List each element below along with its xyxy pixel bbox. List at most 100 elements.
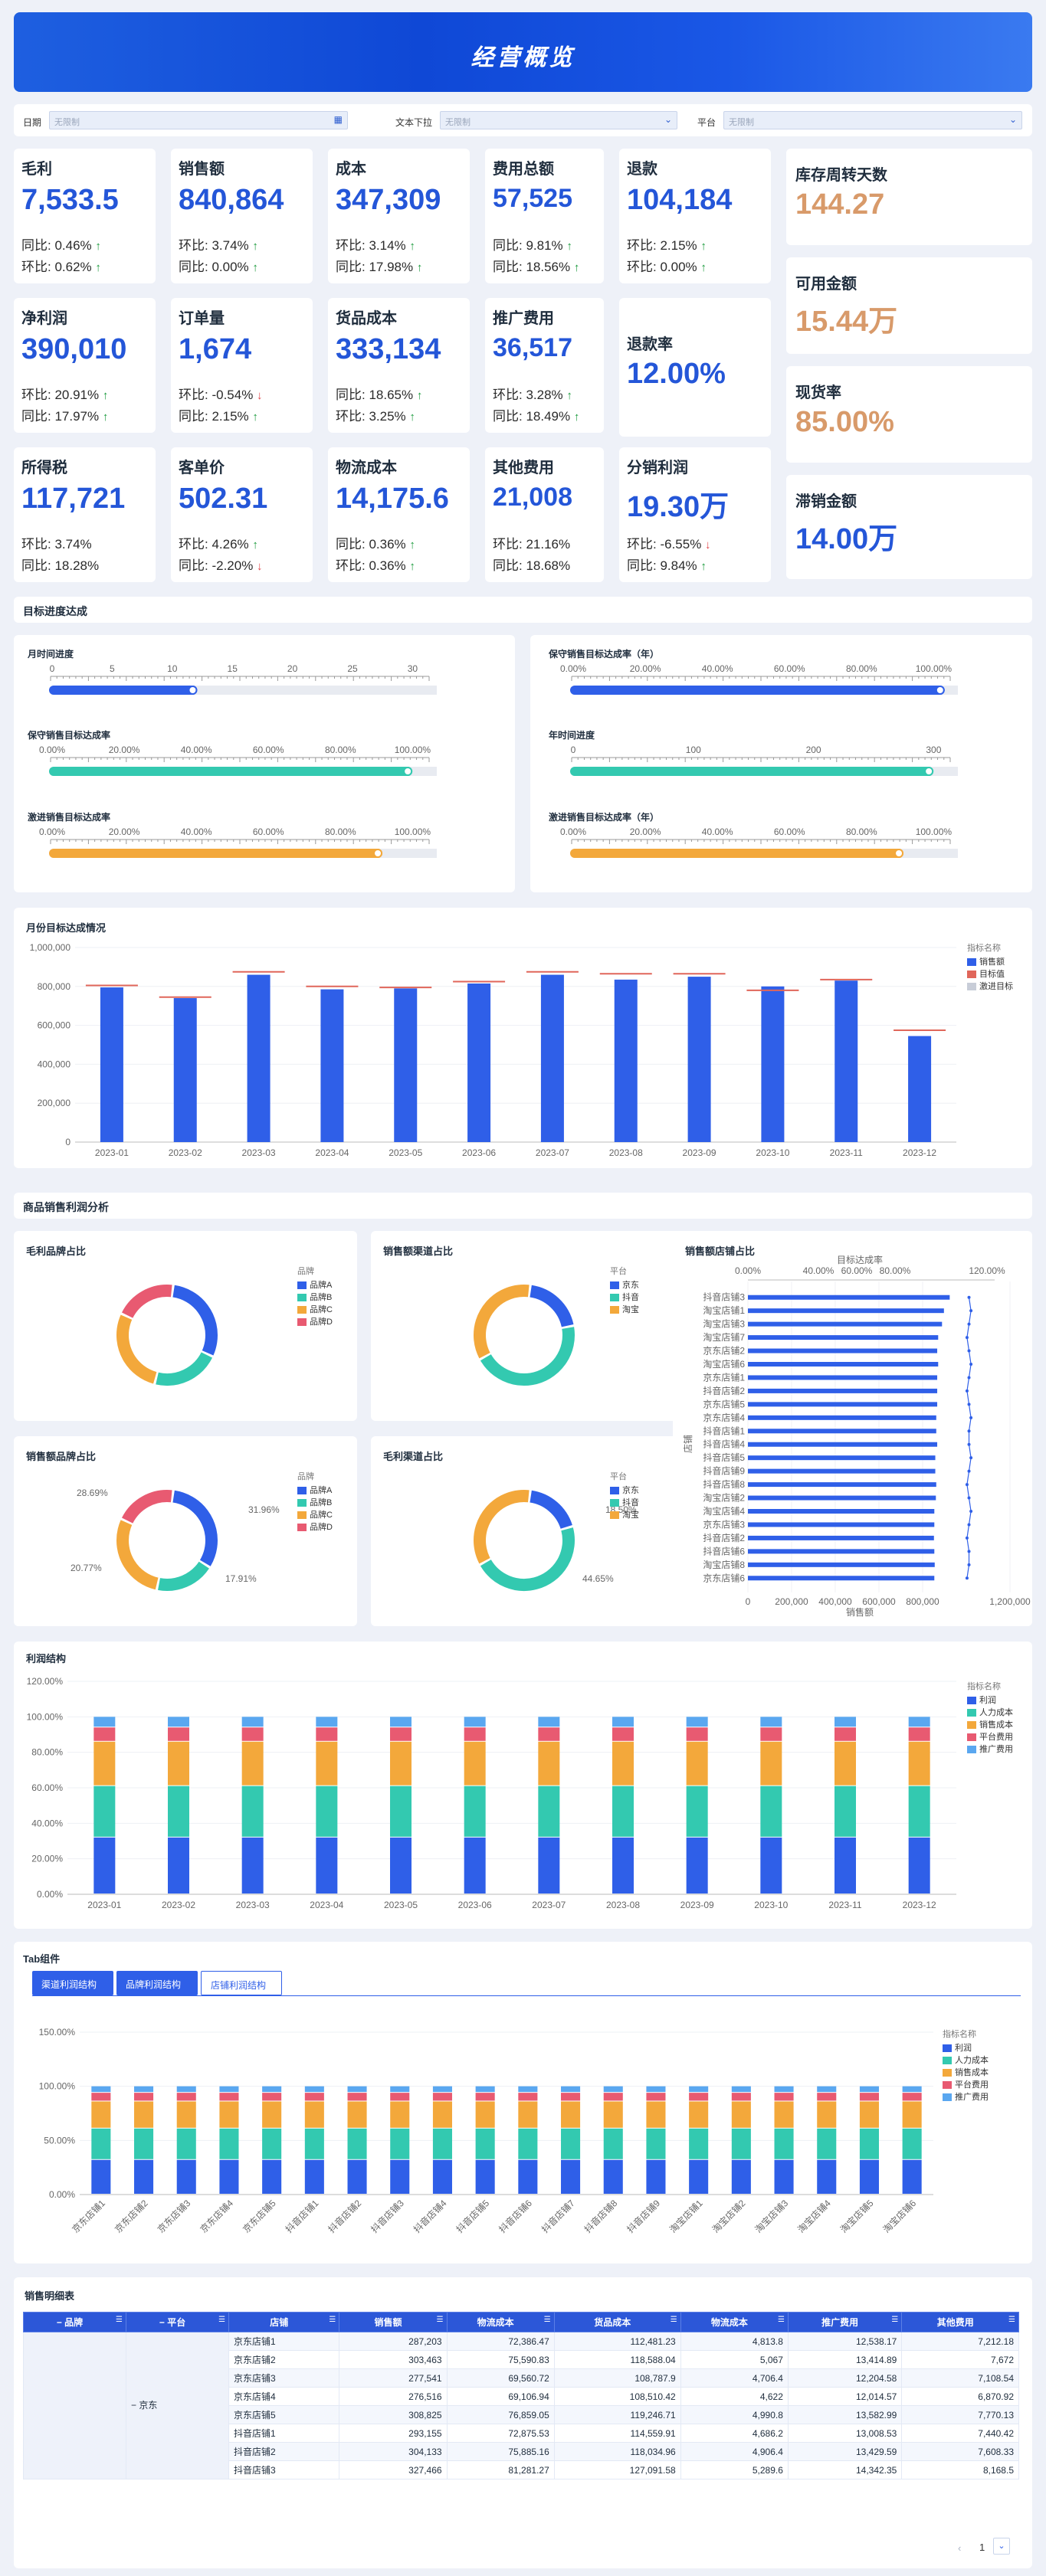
legend-item[interactable]: 品牌B (297, 1496, 332, 1508)
compare-value: -2.20% (211, 558, 257, 573)
tab-store-profit[interactable]: 店铺利润结构 (201, 1971, 282, 1995)
legend-swatch (297, 1524, 307, 1532)
column-menu-icon[interactable]: ☰ (543, 2316, 551, 2324)
legend-item[interactable]: 平台费用 (943, 2078, 989, 2090)
text-dropdown-select[interactable]: 无限制 ⌄ (440, 111, 677, 129)
calendar-icon: ▦ (333, 114, 343, 125)
column-header[interactable]: 店铺 ☰ (228, 2312, 340, 2332)
date-filter-input[interactable]: 无限制 ▦ (49, 111, 348, 129)
tab-channel-profit[interactable]: 渠道利润结构 (32, 1971, 113, 1995)
compare-label: 同比: (493, 409, 526, 424)
table-cell: 13,429.59 (787, 2442, 903, 2461)
column-header[interactable]: 推广费用 ☰ (787, 2312, 903, 2332)
legend-item[interactable]: 品牌A (297, 1278, 332, 1291)
column-menu-icon[interactable]: ☰ (891, 2316, 899, 2324)
chart-title: 销售额品牌占比 (26, 1451, 97, 1462)
column-header[interactable]: 货品成本 ☰ (553, 2312, 681, 2332)
legend-item[interactable]: 抖音 (610, 1496, 639, 1508)
store-profit-structure-chart: 0.00% 50.00% 100.00% 150.00% 京东店铺1 京东店铺2 京东店铺3… (39, 2027, 933, 2235)
platform-cell: − 京东 (126, 2332, 230, 2479)
legend-item[interactable]: 京东 (610, 1484, 639, 1496)
legend-item[interactable]: 品牌A (297, 1484, 332, 1496)
stack-segment (176, 2159, 196, 2194)
rate-point (969, 1416, 973, 1419)
kpi-compare-2: 同比: 9.84% ↑ (627, 555, 707, 574)
store-bar (748, 1495, 936, 1501)
legend-item[interactable]: 人力成本 (943, 2054, 989, 2066)
legend-item[interactable]: 抖音 (610, 1291, 639, 1303)
column-menu-icon[interactable]: ☰ (777, 2316, 785, 2324)
column-menu-icon[interactable]: ☰ (116, 2316, 123, 2324)
legend-item[interactable]: 销售额 (967, 955, 1005, 967)
legend-swatch (967, 971, 976, 979)
legend-item[interactable]: 人力成本 (967, 1706, 1013, 1718)
store-bar (748, 1549, 935, 1554)
column-header-label: 销售额 (374, 2317, 402, 2328)
stack-segment (774, 2128, 794, 2159)
legend-item[interactable]: 京东 (610, 1278, 639, 1291)
column-header[interactable]: 其他费用 ☰ (901, 2312, 1019, 2332)
kpi-value: 144.27 (795, 188, 885, 221)
top-tick-label: 120.00% (969, 1265, 1005, 1276)
legend-item[interactable]: 品牌C (297, 1303, 333, 1315)
column-header[interactable]: − 平台 ☰ (126, 2312, 230, 2332)
table-cell: 13,414.89 (787, 2350, 903, 2369)
column-header-label: − 平台 (159, 2317, 186, 2328)
legend-item[interactable]: 利润 (967, 1694, 996, 1706)
platform-group-label[interactable]: − 京东 (131, 2400, 158, 2411)
stack-segment (760, 1837, 782, 1894)
platform-select[interactable]: 无限制 ⌄ (723, 111, 1022, 129)
x-tick-label: 抖音店铺6 (497, 2197, 534, 2234)
legend-item[interactable]: 品牌B (297, 1291, 332, 1303)
column-menu-icon[interactable]: ☰ (670, 2316, 677, 2324)
stack-segment (646, 2128, 666, 2159)
stack-segment (908, 1727, 930, 1741)
store-bar (748, 1362, 939, 1367)
page-size-dropdown[interactable]: ⌄ (993, 2538, 1010, 2555)
column-menu-icon[interactable]: ☰ (218, 2316, 226, 2324)
column-header[interactable]: 销售额 ☰ (339, 2312, 448, 2332)
column-menu-icon[interactable]: ☰ (1008, 2316, 1015, 2324)
legend-swatch (943, 2044, 952, 2053)
legend-item[interactable]: 淘宝 (610, 1303, 639, 1315)
x-tick-label: 2023-12 (903, 1900, 936, 1910)
sales-bar (614, 979, 638, 1142)
legend-item[interactable]: 品牌D (297, 1520, 333, 1533)
column-header[interactable]: − 品牌 ☰ (22, 2312, 127, 2332)
kpi-compare-1: 同比: 0.46% ↑ (21, 234, 101, 254)
x-tick-label: 京东店铺2 (113, 2198, 150, 2235)
stack-segment (646, 2093, 666, 2101)
gauge-tick-label: 200 (806, 745, 821, 755)
top-tick-label: 80.00% (880, 1265, 911, 1276)
tab-brand-profit[interactable]: 品牌利润结构 (116, 1971, 198, 1995)
sales-bar (394, 988, 418, 1142)
legend-item[interactable]: 销售成本 (967, 1718, 1013, 1730)
column-header[interactable]: 物流成本 ☰ (446, 2312, 555, 2332)
kpi-label: 退款 (627, 161, 657, 178)
legend-item[interactable]: 销售成本 (943, 2066, 989, 2078)
legend-item[interactable]: 推广费用 (967, 1743, 1013, 1755)
stack-segment (219, 2101, 239, 2128)
table-cell: 118,588.04 (553, 2350, 681, 2369)
store-label: 抖音店铺2 (703, 1385, 745, 1396)
legend-item[interactable]: 激进目标 (967, 980, 1013, 992)
gauge-6: 0.00% 20.00% 40.00% 60.00% 80.00% 100.00% (560, 827, 958, 858)
compare-label: 同比: (179, 409, 212, 424)
legend-item[interactable]: 品牌D (297, 1315, 333, 1327)
column-header[interactable]: 物流成本 ☰ (680, 2312, 789, 2332)
x-tick-label: 抖音店铺3 (369, 2197, 406, 2234)
sales-bar (320, 989, 344, 1142)
column-menu-icon[interactable]: ☰ (329, 2316, 336, 2324)
legend-item[interactable]: 平台费用 (967, 1730, 1013, 1743)
column-menu-icon[interactable]: ☰ (436, 2316, 444, 2324)
legend-item[interactable]: 推广费用 (943, 2090, 989, 2103)
legend-item[interactable]: 利润 (943, 2041, 972, 2054)
legend-item[interactable]: 品牌C (297, 1508, 333, 1520)
stack-segment (93, 1727, 116, 1741)
gauge-tick-label: 80.00% (846, 827, 877, 837)
legend-item[interactable]: 目标值 (967, 967, 1005, 980)
pager-prev-button[interactable]: ‹ (958, 2542, 962, 2554)
table-cell: 287,203 (339, 2332, 448, 2351)
donut-slice (116, 1285, 218, 1386)
legend-item[interactable]: 淘宝 (610, 1508, 639, 1520)
